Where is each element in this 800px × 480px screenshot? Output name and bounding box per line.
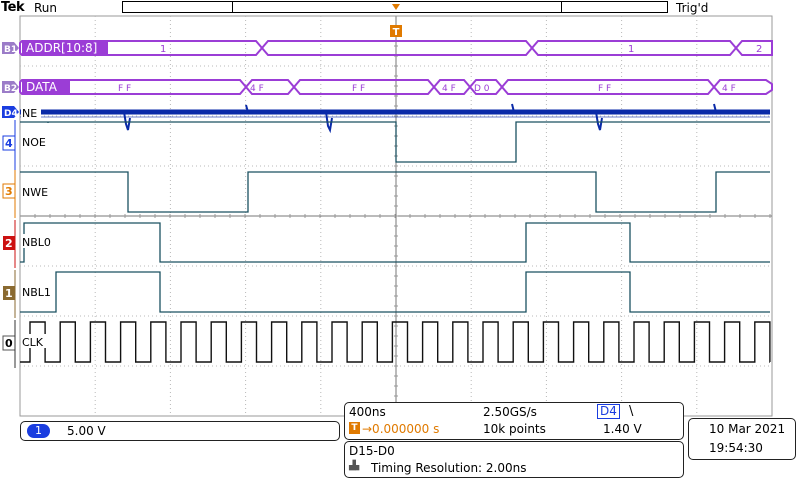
datetime-readout[interactable]: 10 Mar 2021 19:54:30 (688, 418, 796, 460)
label-nwe: NWE (22, 186, 48, 199)
sample-rate: 2.50GS/s (483, 405, 537, 419)
bus-value-addr: 2 (756, 44, 762, 55)
badge-nbl0: 2 (3, 220, 16, 268)
channel1-readout[interactable]: 1 5.00 V (20, 421, 340, 441)
label-nbl0: NBL0 (22, 236, 51, 249)
noe-trace (20, 121, 770, 163)
ch1-scale: 5.00 V (67, 424, 106, 438)
trigger-offset: →0.000000 s (362, 422, 440, 436)
bus-value-data: F F (352, 84, 365, 94)
bus-value-data: F F (598, 84, 611, 94)
bus-value-data: 4 F (250, 84, 264, 94)
label-clk: CLK (22, 336, 44, 349)
trigger-position-marker: T (390, 4, 402, 38)
label-nbl1: NBL1 (22, 286, 51, 299)
label-data: DATA (26, 80, 58, 94)
badge-clk: 0 (2, 320, 16, 368)
nbl1-trace (20, 271, 770, 313)
trigger-pos-icon: T (349, 422, 360, 434)
svg-text:B2: B2 (4, 84, 17, 94)
svg-text:D4: D4 (4, 109, 18, 119)
channel-labels: ADDR[10:8] DATA NE NOE NWE NBL0 NBL1 CLK (21, 40, 108, 349)
label-addr: ADDR[10:8] (26, 41, 97, 55)
svg-text:B1: B1 (4, 45, 17, 55)
svg-text:2: 2 (5, 237, 13, 250)
timing-resolution: Timing Resolution: 2.00ns (371, 461, 527, 475)
timebase: 400ns (349, 405, 386, 419)
record-length: 10k points (483, 422, 546, 436)
badge-d4: D4 (2, 106, 19, 119)
time: 19:54:30 (709, 441, 763, 455)
bus-value-data: D 0 (474, 84, 490, 94)
bus-value-data: F F (118, 84, 131, 94)
badge-nbl1: 1 (3, 270, 16, 318)
ne-trace (20, 103, 770, 134)
acquisition-readout[interactable]: 400ns 2.50GS/s D4 \ T →0.000000 s 10k po… (344, 402, 684, 440)
trigger-source: D4 (597, 404, 620, 419)
timing-icon: ▟▖ (349, 461, 363, 471)
trigger-level: 1.40 V (603, 422, 642, 436)
graticule-grid (19, 15, 772, 417)
trigger-slope-icon: \ (629, 404, 634, 419)
label-ne: NE (22, 107, 37, 120)
brand-logo: Tek (1, 0, 25, 15)
svg-text:1: 1 (5, 287, 13, 300)
svg-text:3: 3 (5, 185, 13, 198)
digital-group: D15-D0 (349, 444, 395, 458)
trigger-status: Trig'd (676, 1, 709, 15)
digital-readout[interactable]: D15-D0 ▟▖ Timing Resolution: 2.00ns (344, 441, 684, 478)
svg-text:0: 0 (5, 337, 13, 350)
clk-trace (20, 321, 771, 363)
run-state: Run (34, 1, 58, 15)
svg-text:4: 4 (5, 137, 13, 150)
bus-value-data: 4 F (442, 84, 456, 94)
badge-b2: B2 (2, 81, 19, 94)
badge-nwe: 3 (2, 170, 16, 218)
ch1-badge: 1 (27, 424, 50, 438)
bus-value-data: 4 F (722, 84, 736, 94)
date: 10 Mar 2021 (709, 422, 786, 436)
nwe-trace (20, 171, 770, 213)
bus-value-addr: 1 (160, 44, 166, 55)
label-noe: NOE (22, 136, 46, 149)
bus-value-addr: 1 (628, 44, 634, 55)
badge-b1: B1 (2, 42, 19, 55)
svg-text:T: T (393, 27, 400, 38)
badge-noe: 4 (2, 120, 16, 170)
